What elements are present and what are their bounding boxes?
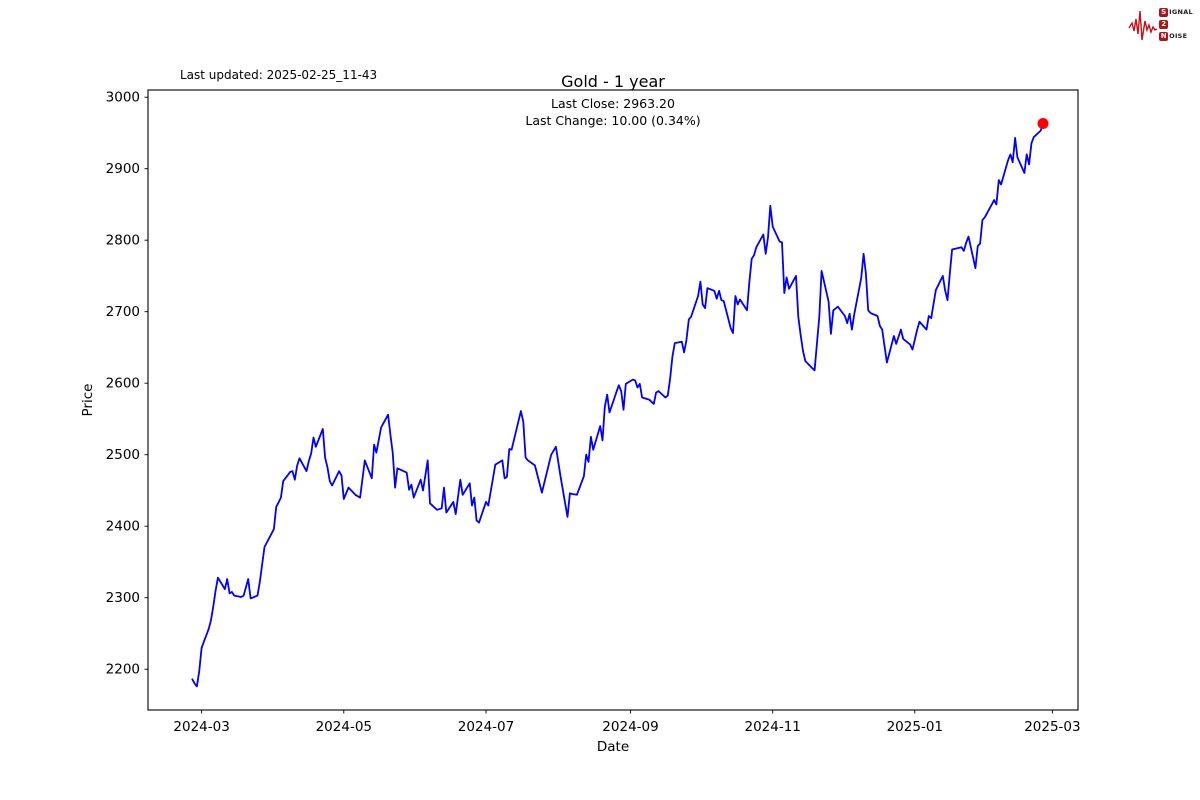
x-axis-label: Date (597, 739, 629, 755)
x-tick-label: 2024-11 (744, 719, 800, 735)
logo-text-ignal: IGNAL (1169, 8, 1193, 16)
x-tick-label: 2024-07 (458, 719, 514, 735)
plot-area-frame (147, 89, 1079, 711)
x-tick-label: 2025-03 (1024, 719, 1080, 735)
y-tick-label: 2200 (106, 662, 140, 678)
x-tick-label: 2024-03 (173, 719, 229, 735)
x-tick-label: 2025-01 (887, 719, 943, 735)
logo-row-2: 2 (1159, 19, 1193, 29)
last-price-marker (1037, 118, 1049, 129)
last-close-text: Last Close: 2963.20 (551, 96, 675, 111)
signal2noise-logo: S IGNAL 2 N OISE (1128, 4, 1193, 44)
x-tick-label: 2024-09 (602, 719, 658, 735)
logo-text: S IGNAL 2 N OISE (1159, 7, 1193, 41)
logo-row-noise: N OISE (1159, 31, 1193, 41)
logo-letterbox-n: N (1159, 31, 1169, 41)
y-tick-label: 2700 (106, 304, 140, 320)
x-tick-label: 2024-05 (316, 719, 372, 735)
y-axis-label: Price (80, 384, 96, 417)
y-tick-label: 3000 (106, 90, 140, 106)
logo-row-signal: S IGNAL (1159, 7, 1193, 17)
y-tick-label: 2800 (106, 233, 140, 249)
price-series-line (191, 122, 1044, 688)
last-updated-text: Last updated: 2025-02-25_11-43 (180, 68, 378, 82)
logo-text-oise: OISE (1169, 32, 1188, 40)
logo-letterbox-s: S (1159, 7, 1169, 17)
y-tick-label: 2400 (106, 519, 140, 535)
y-tick-label: 2900 (106, 161, 140, 177)
logo-letterbox-2: 2 (1159, 19, 1169, 29)
y-tick-label: 2300 (106, 590, 140, 606)
y-tick-label: 2600 (106, 376, 140, 392)
ecg-waveform-icon (1128, 10, 1158, 41)
chart-title: Gold - 1 year (561, 72, 665, 91)
y-tick-label: 2500 (106, 447, 140, 463)
last-change-text: Last Change: 10.00 (0.34%) (525, 113, 701, 128)
